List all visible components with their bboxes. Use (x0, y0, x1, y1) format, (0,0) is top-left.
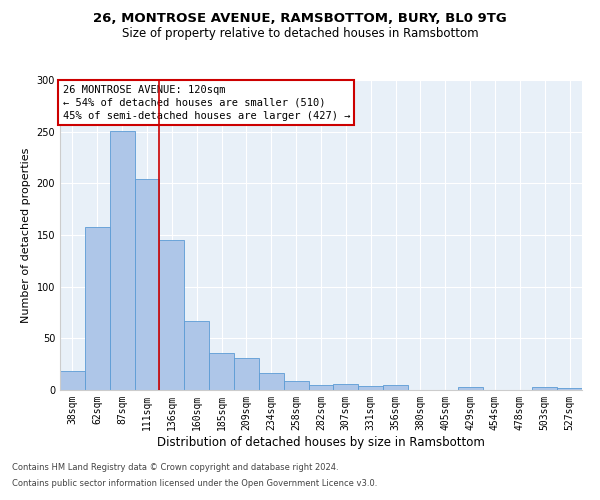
Bar (85, 226, 110, 390)
Bar (383, 385, 408, 390)
Bar (134, 179, 160, 390)
Bar (234, 358, 259, 390)
Bar (184, 321, 209, 390)
Bar (334, 384, 358, 390)
Bar (284, 380, 308, 390)
Bar (358, 386, 383, 390)
Bar (308, 385, 334, 390)
Text: 26, MONTROSE AVENUE, RAMSBOTTOM, BURY, BL0 9TG: 26, MONTROSE AVENUE, RAMSBOTTOM, BURY, B… (93, 12, 507, 26)
Bar (110, 130, 134, 390)
X-axis label: Distribution of detached houses by size in Ramsbottom: Distribution of detached houses by size … (157, 436, 485, 448)
Text: Contains public sector information licensed under the Open Government Licence v3: Contains public sector information licen… (12, 478, 377, 488)
Text: 26 MONTROSE AVENUE: 120sqm
← 54% of detached houses are smaller (510)
45% of sem: 26 MONTROSE AVENUE: 120sqm ← 54% of deta… (62, 84, 350, 121)
Text: Size of property relative to detached houses in Ramsbottom: Size of property relative to detached ho… (122, 28, 478, 40)
Bar (557, 388, 582, 390)
Bar (458, 387, 482, 390)
Bar (160, 240, 184, 390)
Bar (209, 353, 234, 390)
Bar (532, 387, 557, 390)
Text: Contains HM Land Registry data © Crown copyright and database right 2024.: Contains HM Land Registry data © Crown c… (12, 464, 338, 472)
Y-axis label: Number of detached properties: Number of detached properties (21, 148, 31, 322)
Bar (259, 374, 284, 390)
Bar (60, 372, 85, 390)
